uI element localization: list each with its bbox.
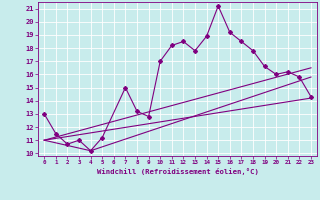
X-axis label: Windchill (Refroidissement éolien,°C): Windchill (Refroidissement éolien,°C) xyxy=(97,168,259,175)
